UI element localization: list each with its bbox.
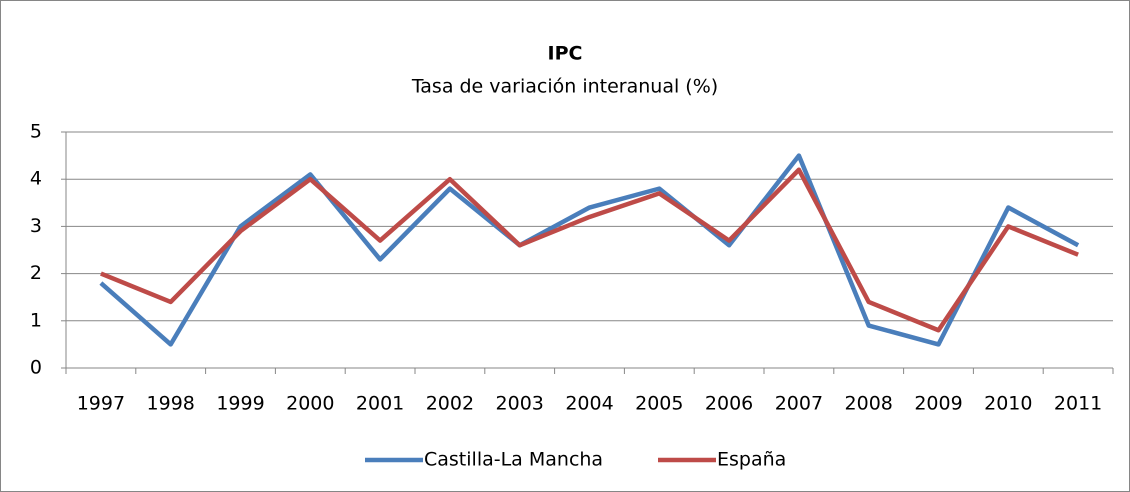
x-tick-label: 2006 xyxy=(705,393,753,415)
legend-label: Castilla-La Mancha xyxy=(424,449,603,471)
chart-subtitle: Tasa de variación interanual (%) xyxy=(411,76,718,98)
x-tick-label: 2009 xyxy=(914,393,962,415)
x-tick-label: 2010 xyxy=(984,393,1032,415)
x-tick-label: 2004 xyxy=(565,393,613,415)
series-line xyxy=(100,167,1079,333)
x-tick-label: 2000 xyxy=(286,393,334,415)
x-tick-label: 1998 xyxy=(147,393,195,415)
x-tick-label: 1999 xyxy=(216,393,264,415)
x-tick-label: 2011 xyxy=(1054,393,1102,415)
x-tick-label: 2001 xyxy=(356,393,404,415)
y-tick-label: 0 xyxy=(30,357,42,379)
x-tick-label: 2003 xyxy=(496,393,544,415)
series-line xyxy=(99,153,1080,347)
x-tick-label: 2007 xyxy=(775,393,823,415)
x-tick-label: 1997 xyxy=(77,393,125,415)
y-tick-label: 2 xyxy=(30,262,42,284)
y-tick-label: 1 xyxy=(30,309,42,331)
legend-label: España xyxy=(717,449,786,471)
x-tick-label: 2005 xyxy=(635,393,683,415)
y-tick-label: 3 xyxy=(30,215,42,237)
x-tick-label: 2002 xyxy=(426,393,474,415)
y-tick-label: 5 xyxy=(30,121,42,143)
x-tick-label: 2008 xyxy=(845,393,893,415)
y-tick-label: 4 xyxy=(30,168,42,190)
chart-title: IPC xyxy=(548,43,583,65)
